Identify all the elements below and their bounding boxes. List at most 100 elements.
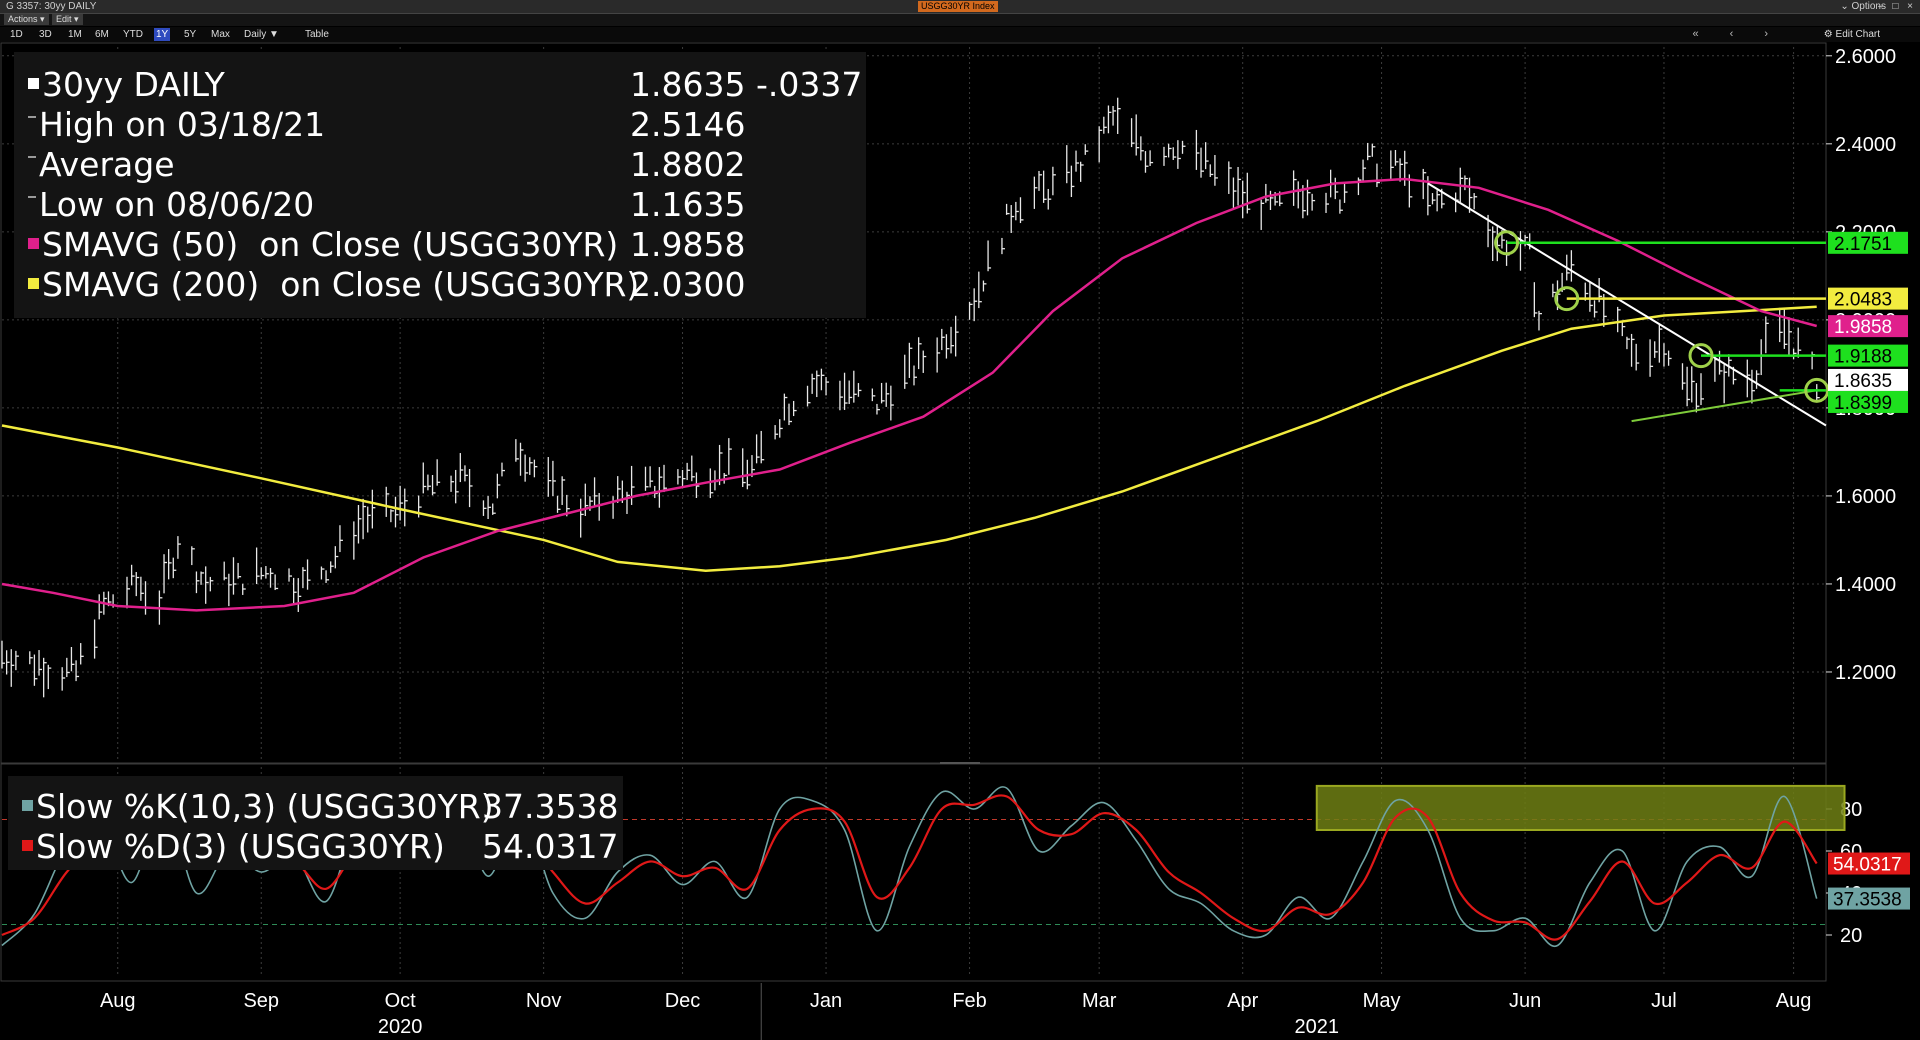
menu-edit[interactable]: Edit ▾	[52, 14, 83, 25]
price-legend-box	[14, 52, 866, 318]
legend-value: 1.1635	[630, 185, 746, 224]
x-month-label: Feb	[952, 990, 986, 1012]
price-axis-tag-bg	[1828, 287, 1908, 310]
sma50-line	[1, 177, 1818, 612]
legend-marker	[28, 238, 39, 249]
range-daily[interactable]: Daily ▼	[244, 29, 279, 40]
uptrend-line	[1631, 389, 1817, 423]
stochastic-legend-row: Slow %K(10,3) (USGG30YR)	[22, 787, 494, 827]
price-legend-row: Low on 08/06/20	[28, 185, 314, 225]
legend-label: Slow %K(10,3) (USGG30YR)	[36, 787, 494, 826]
ticker-field[interactable]: USGG30YR Index	[918, 1, 998, 12]
price-axis-tag-bg	[1828, 315, 1908, 338]
highlight-circle	[1688, 343, 1714, 369]
stoch-tick-label: 20	[1840, 925, 1862, 947]
price-tick-label: 2.6000	[1835, 46, 1896, 68]
stoch-panel-frame	[0, 762, 1827, 982]
price-legend-row: High on 03/18/21	[28, 105, 325, 145]
window-titlebar: G 3357: 30yy DAILY USGG30YR Index ⌄ Opti…	[0, 0, 1920, 14]
price-axis-tag-bg	[1828, 368, 1908, 391]
nav-arrows[interactable]: « ‹ ›	[1692, 28, 1782, 40]
range-table[interactable]: Table	[305, 29, 329, 40]
window-title: G 3357: 30yy DAILY	[6, 1, 97, 12]
range-6m[interactable]: 6M	[95, 29, 109, 40]
legend-marker	[28, 278, 39, 289]
legend-value: 1.8635 -.0337	[630, 65, 863, 104]
range-1d[interactable]: 1D	[10, 29, 23, 40]
highlight-circle	[1494, 230, 1520, 256]
range-max[interactable]: Max	[211, 29, 230, 40]
price-axis-tag-label: 1.8635	[1834, 371, 1892, 392]
legend-value: 2.5146	[630, 105, 746, 144]
price-tick-label: 1.2000	[1835, 662, 1896, 684]
legend-value: 2.0300	[630, 265, 746, 304]
legend-label: Slow %D(3) (USGG30YR)	[36, 827, 445, 866]
window-controls[interactable]: – □ ×	[1878, 1, 1916, 12]
stoch-axis-tag-label: 54.0317	[1833, 855, 1902, 876]
stoch-axis-tag-bg	[1828, 852, 1910, 875]
menu-actions[interactable]: Actions ▾	[4, 14, 49, 25]
price-axis-tag-bg	[1828, 344, 1908, 367]
legend-value: 1.8802	[630, 145, 746, 184]
legend-value: 1.9858	[630, 225, 746, 264]
legend-label: SMAVG (200) on Close (USGG30YR)	[42, 265, 640, 304]
range-bar: 1D 3D 1M 6M YTD 1Y 5Y Max Daily ▼ Table	[0, 27, 1920, 42]
price-axis-tag-bg	[1828, 390, 1908, 413]
edit-chart-label[interactable]: Edit Chart	[1835, 29, 1880, 40]
range-5y[interactable]: 5Y	[184, 29, 197, 40]
legend-marker	[22, 840, 33, 851]
x-year-label: 2020	[378, 1016, 423, 1038]
stoch-axis-tag-label: 37.3538	[1833, 890, 1902, 911]
x-month-label: Jul	[1651, 990, 1677, 1012]
price-axis-tag-label: 1.9858	[1834, 317, 1892, 338]
legend-marker	[28, 195, 36, 198]
legend-marker	[28, 115, 36, 118]
price-axis-tag-label: 1.8399	[1834, 393, 1892, 414]
options-label[interactable]: Options	[1851, 1, 1886, 12]
menu-bar: Actions ▾ Edit ▾	[0, 14, 1920, 26]
legend-label: Average	[39, 145, 175, 184]
legend-label: SMAVG (50) on Close (USGG30YR)	[42, 225, 619, 264]
range-3d[interactable]: 3D	[39, 29, 52, 40]
price-axis-tag-label: 2.0483	[1834, 290, 1892, 311]
range-ytd[interactable]: YTD	[123, 29, 143, 40]
stoch-tick-label: 80	[1840, 799, 1862, 821]
slow-d-line	[1, 794, 1818, 941]
price-tick-label: 2.4000	[1835, 134, 1896, 156]
edit-chart-button[interactable]: ⚙ Edit Chart	[1823, 29, 1880, 40]
price-axis-tag-label: 2.1751	[1834, 234, 1892, 255]
stochastic-legend-box	[8, 776, 623, 870]
overbought-highlight-box	[1315, 784, 1846, 832]
x-month-label: Nov	[526, 990, 562, 1012]
highlight-circle	[1804, 377, 1830, 403]
legend-marker	[22, 800, 33, 811]
price-tick-label: 1.6000	[1835, 486, 1896, 508]
x-month-label: Dec	[665, 990, 701, 1012]
x-month-label: Mar	[1082, 990, 1117, 1012]
sma200-line	[1, 305, 1817, 572]
stoch-axis-tag-bg	[1828, 887, 1910, 910]
price-legend-row: Average	[28, 145, 175, 185]
x-month-label: Apr	[1227, 990, 1258, 1012]
price-legend-row: SMAVG (50) on Close (USGG30YR)	[28, 225, 618, 265]
price-axis-tag-bg	[1828, 231, 1908, 254]
options-menu[interactable]: ⌄ Options	[1840, 1, 1886, 12]
x-month-label: May	[1363, 990, 1401, 1012]
x-month-label: Aug	[1776, 990, 1812, 1012]
price-tick-label: 1.4000	[1835, 574, 1896, 596]
range-1m[interactable]: 1M	[68, 29, 82, 40]
downtrend-line	[1427, 182, 1827, 427]
x-month-label: Aug	[100, 990, 136, 1012]
highlight-circle	[1554, 286, 1580, 312]
price-panel-frame	[0, 42, 1827, 765]
range-1y[interactable]: 1Y	[154, 28, 171, 41]
legend-marker	[28, 155, 36, 158]
x-month-label: Oct	[385, 990, 417, 1012]
x-month-label: Jan	[810, 990, 842, 1012]
legend-marker	[28, 78, 39, 89]
price-legend-row: 30yy DAILY	[28, 65, 225, 105]
legend-label: Low on 08/06/20	[39, 185, 315, 224]
legend-value: 37.3538	[482, 787, 619, 826]
x-year-label: 2021	[1295, 1016, 1340, 1038]
legend-value: 54.0317	[482, 827, 619, 866]
